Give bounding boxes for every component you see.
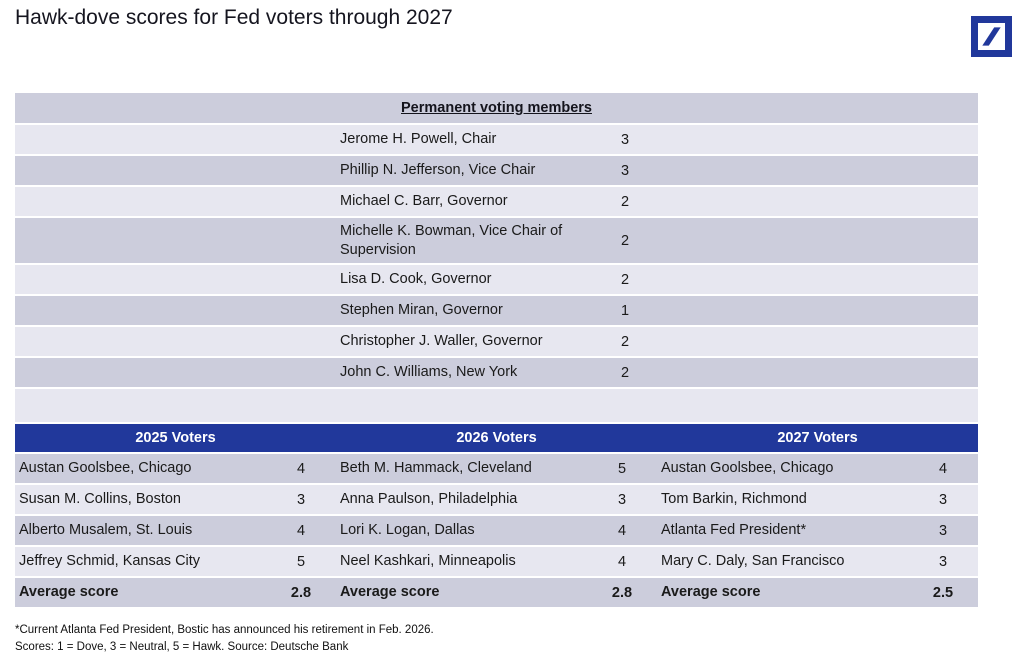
member-score: 3 [620, 131, 630, 148]
voter-cell-2025: Jeffrey Schmid, Kansas City 5 [15, 547, 336, 576]
voter-score: 3 [617, 491, 627, 508]
table-row: Alberto Musalem, St. Louis 4 Lori K. Log… [15, 516, 978, 545]
table-row: Jerome H. Powell, Chair 3 [15, 125, 978, 154]
voter-score: 4 [296, 460, 306, 477]
voter-name: Neel Kashkari, Minneapolis [340, 552, 516, 569]
voter-cell-2027: Tom Barkin, Richmond 3 [657, 485, 978, 514]
average-value: 2.5 [932, 584, 954, 601]
voter-score: 5 [296, 553, 306, 570]
table-row: Jeffrey Schmid, Kansas City 5 Neel Kashk… [15, 547, 978, 576]
voter-name: Susan M. Collins, Boston [19, 490, 181, 507]
table-row: Phillip N. Jefferson, Vice Chair 3 [15, 156, 978, 185]
member-name: Jerome H. Powell, Chair [340, 131, 497, 148]
column-header-2026: 2026 Voters [456, 430, 537, 446]
table-row: Christopher J. Waller, Governor 2 [15, 327, 978, 356]
member-name: John C. Williams, New York [340, 364, 518, 381]
average-cell-2027: Average score 2.5 [657, 578, 978, 607]
average-value: 2.8 [611, 584, 633, 601]
column-header-2027: 2027 Voters [777, 430, 858, 446]
voter-name: Atlanta Fed President* [661, 521, 807, 538]
table-row: Austan Goolsbee, Chicago 4 Beth M. Hamma… [15, 454, 978, 483]
page-title: Hawk-dove scores for Fed voters through … [15, 6, 453, 29]
voter-score: 4 [617, 522, 627, 539]
voter-cell-2027: Mary C. Daly, San Francisco 3 [657, 547, 978, 576]
member-name: Stephen Miran, Governor [340, 302, 503, 319]
voter-name: Austan Goolsbee, Chicago [19, 459, 192, 476]
member-score: 2 [620, 232, 630, 249]
voter-name: Alberto Musalem, St. Louis [19, 521, 193, 538]
member-score: 2 [620, 193, 630, 210]
voter-cell-2026: Beth M. Hammack, Cleveland 5 [336, 454, 657, 483]
voters-year-header: 2025 Voters 2026 Voters 2027 Voters [15, 424, 978, 452]
voter-score: 4 [617, 553, 627, 570]
average-score-row: Average score 2.8 Average score 2.8 Aver… [15, 578, 978, 607]
empty-spacer-row [15, 389, 978, 422]
table-row: Michelle K. Bowman, Vice Chair of Superv… [15, 218, 978, 263]
column-header-2025: 2025 Voters [135, 430, 216, 446]
table-row: Stephen Miran, Governor 1 [15, 296, 978, 325]
voter-score: 3 [938, 491, 948, 508]
member-score: 1 [620, 302, 630, 319]
voter-cell-2026: Lori K. Logan, Dallas 4 [336, 516, 657, 545]
voter-name: Lori K. Logan, Dallas [340, 521, 475, 538]
voter-cell-2026: Anna Paulson, Philadelphia 3 [336, 485, 657, 514]
member-name: Lisa D. Cook, Governor [340, 271, 492, 288]
member-score: 2 [620, 271, 630, 288]
voter-cell-2025: Austan Goolsbee, Chicago 4 [15, 454, 336, 483]
member-score: 3 [620, 162, 630, 179]
table-row: Lisa D. Cook, Governor 2 [15, 265, 978, 294]
deutsche-bank-logo-icon [971, 16, 1012, 57]
voter-score: 3 [938, 522, 948, 539]
voter-score: 3 [296, 491, 306, 508]
member-name: Michael C. Barr, Governor [340, 193, 508, 210]
member-name: Michelle K. Bowman, Vice Chair of Superv… [340, 223, 563, 258]
voter-name: Anna Paulson, Philadelphia [340, 490, 518, 507]
average-label: Average score [19, 583, 119, 600]
voter-name: Mary C. Daly, San Francisco [661, 552, 845, 569]
table-row: John C. Williams, New York 2 [15, 358, 978, 387]
voter-name: Tom Barkin, Richmond [661, 490, 807, 507]
table-row: Michael C. Barr, Governor 2 [15, 187, 978, 216]
footnotes: *Current Atlanta Fed President, Bostic h… [15, 622, 434, 656]
voter-cell-2027: Austan Goolsbee, Chicago 4 [657, 454, 978, 483]
hawk-dove-table: Permanent voting members Jerome H. Powel… [15, 93, 978, 609]
average-label: Average score [661, 583, 761, 600]
voter-name: Austan Goolsbee, Chicago [661, 459, 834, 476]
voter-cell-2027: Atlanta Fed President* 3 [657, 516, 978, 545]
footnote-source: Scores: 1 = Dove, 3 = Neutral, 5 = Hawk.… [15, 641, 349, 653]
voter-score: 4 [296, 522, 306, 539]
db-slash-icon [982, 27, 1001, 46]
voter-cell-2026: Neel Kashkari, Minneapolis 4 [336, 547, 657, 576]
average-label: Average score [340, 583, 440, 600]
member-score: 2 [620, 333, 630, 350]
voter-score: 5 [617, 460, 627, 477]
average-cell-2025: Average score 2.8 [15, 578, 336, 607]
average-value: 2.8 [290, 584, 312, 601]
voter-cell-2025: Susan M. Collins, Boston 3 [15, 485, 336, 514]
footnote-atlanta: *Current Atlanta Fed President, Bostic h… [15, 624, 434, 636]
voter-score: 3 [938, 553, 948, 570]
average-cell-2026: Average score 2.8 [336, 578, 657, 607]
voter-name: Jeffrey Schmid, Kansas City [19, 552, 201, 569]
voter-name: Beth M. Hammack, Cleveland [340, 459, 532, 476]
voter-cell-2025: Alberto Musalem, St. Louis 4 [15, 516, 336, 545]
table-row: Susan M. Collins, Boston 3 Anna Paulson,… [15, 485, 978, 514]
member-name: Phillip N. Jefferson, Vice Chair [340, 162, 536, 179]
voter-score: 4 [938, 460, 948, 477]
permanent-members-header: Permanent voting members [15, 93, 978, 123]
member-name: Christopher J. Waller, Governor [340, 333, 543, 350]
member-score: 2 [620, 364, 630, 381]
